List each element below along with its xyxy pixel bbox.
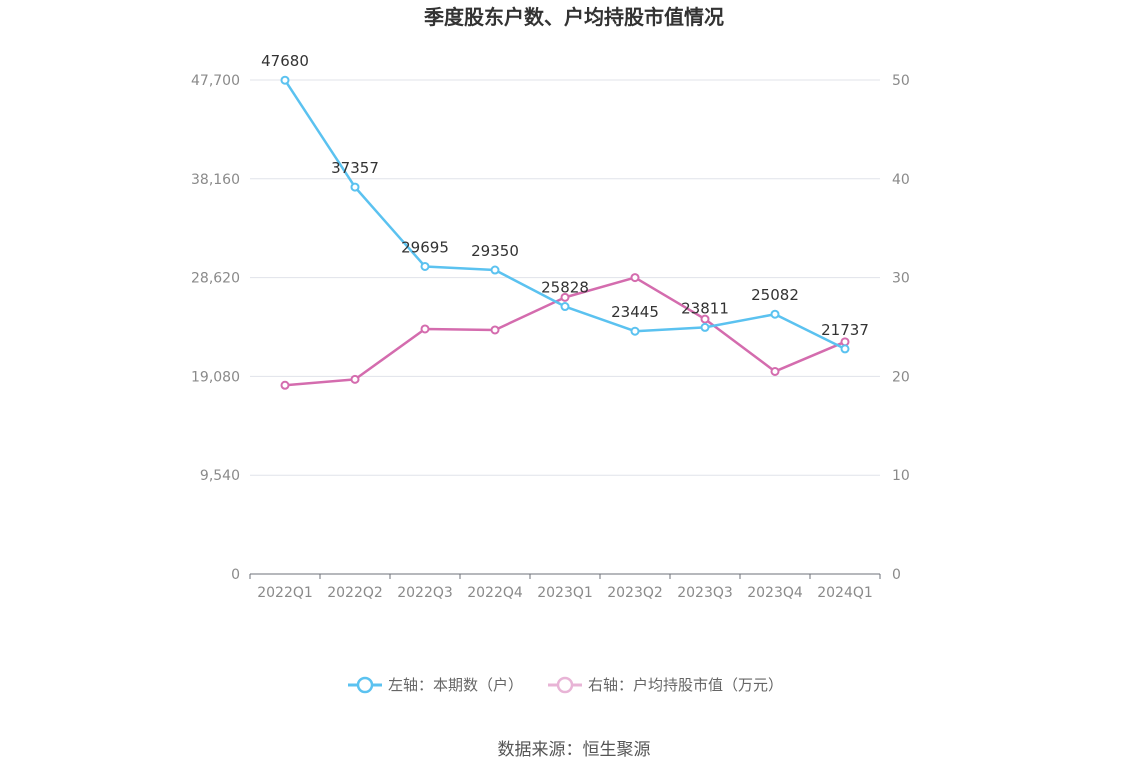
- chart-title: 季度股东户数、户均持股市值情况: [423, 5, 724, 29]
- series-layer: [280, 75, 850, 390]
- y-right-tick-label: 0: [892, 567, 901, 583]
- legend[interactable]: 左轴：本期数（户） 右轴：户均持股市值（万元）: [348, 676, 783, 694]
- data-labels: 47680 37357 29695 29350 25828 23445 23811 25082…: [261, 52, 869, 339]
- y-right-tick-label: 30: [892, 271, 910, 287]
- y-axis-left: 0 9,540 19,080 28,620 38,160 47,700: [191, 73, 240, 583]
- data-point-left: [490, 265, 500, 275]
- x-axis: 2022Q1 2022Q2 2022Q3 2022Q4 2023Q1 2023Q2 2023…: [257, 585, 873, 601]
- data-point-left: [560, 302, 570, 312]
- axes: [249, 573, 881, 579]
- data-point-left: [700, 322, 710, 332]
- legend-item-right-axis[interactable]: 右轴：户均持股市值（万元）: [548, 676, 783, 694]
- data-point-left: [420, 261, 430, 271]
- data-label: 21737: [821, 321, 869, 339]
- legend-marker: [356, 676, 374, 694]
- data-label: 37357: [331, 159, 379, 177]
- y-left-tick-label: 38,160: [191, 172, 240, 188]
- data-point-right: [420, 324, 430, 334]
- y-right-tick-label: 10: [892, 468, 910, 484]
- data-point-right: [560, 292, 570, 302]
- data-point-left: [350, 182, 360, 192]
- data-label: 23445: [611, 303, 659, 321]
- y-left-tick-label: 9,540: [200, 468, 240, 484]
- y-right-tick-label: 40: [892, 172, 910, 188]
- y-right-tick-label: 50: [892, 73, 910, 89]
- data-label: 25082: [751, 286, 799, 304]
- x-tick-label: 2022Q4: [467, 585, 523, 601]
- data-point-right: [490, 325, 500, 335]
- data-point-right: [840, 337, 850, 347]
- data-point-left: [770, 309, 780, 319]
- legend-label: 右轴：户均持股市值（万元）: [588, 676, 783, 694]
- x-tick-label: 2024Q1: [817, 585, 873, 601]
- y-left-tick-label: 19,080: [191, 369, 240, 385]
- data-point-right: [770, 366, 780, 376]
- y-left-tick-label: 0: [231, 567, 240, 583]
- y-left-tick-label: 28,620: [191, 271, 240, 287]
- data-point-left: [280, 75, 290, 85]
- data-label: 29350: [471, 242, 519, 260]
- data-label: 47680: [261, 52, 309, 70]
- data-point-left: [840, 344, 850, 354]
- x-tick-label: 2023Q3: [677, 585, 733, 601]
- x-tick-label: 2022Q3: [397, 585, 453, 601]
- x-tick-label: 2023Q1: [537, 585, 593, 601]
- y-left-tick-label: 47,700: [191, 73, 240, 89]
- x-tick-label: 2022Q1: [257, 585, 313, 601]
- x-tick-label: 2023Q2: [607, 585, 663, 601]
- data-label: 29695: [401, 238, 449, 256]
- legend-marker: [556, 676, 574, 694]
- x-tick-label: 2022Q2: [327, 585, 383, 601]
- legend-item-left-axis[interactable]: 左轴：本期数（户）: [348, 676, 523, 694]
- data-point-right: [280, 380, 290, 390]
- y-axis-right: 0 10 20 30 40 50: [892, 73, 910, 583]
- source-note: 数据来源：恒生聚源: [498, 740, 651, 760]
- data-label: 23811: [681, 299, 729, 317]
- data-point-left: [630, 326, 640, 336]
- legend-label: 左轴：本期数（户）: [388, 676, 523, 694]
- data-point-right: [350, 374, 360, 384]
- data-point-right: [700, 314, 710, 324]
- data-label: 25828: [541, 279, 589, 297]
- x-tick-label: 2023Q4: [747, 585, 803, 601]
- y-right-tick-label: 20: [892, 369, 910, 385]
- data-point-right: [630, 273, 640, 283]
